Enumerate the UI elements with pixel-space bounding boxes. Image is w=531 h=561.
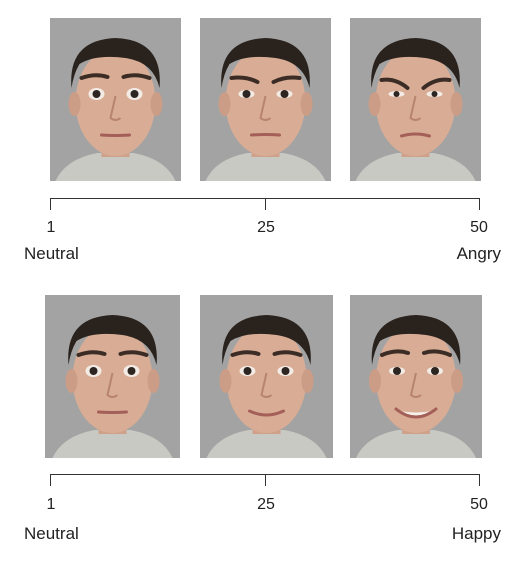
tick-label-25: 25: [257, 496, 275, 513]
scale-tick: [265, 198, 266, 210]
right-end-label: Happy: [451, 524, 501, 543]
tick-label-1: 1: [46, 496, 56, 513]
right-end-label: Angry: [456, 244, 501, 263]
face-photo-happy: [350, 295, 482, 458]
face-photo-neutral: [50, 18, 181, 181]
face-photo-mid-happy: [200, 295, 333, 458]
angry-morph-panel: 1 25 50 Neutral Angry: [0, 0, 531, 275]
scale-tick: [479, 474, 480, 486]
scale-tick: [265, 474, 266, 486]
tick-label-1: 1: [46, 219, 56, 236]
face-photo-angry: [350, 18, 481, 181]
scale-tick: [50, 474, 51, 486]
left-end-label: Neutral: [24, 244, 79, 263]
face-photo-neutral: [45, 295, 180, 458]
scale-tick: [479, 198, 480, 210]
scale-tick: [50, 198, 51, 210]
tick-label-50: 50: [470, 219, 488, 236]
tick-label-50: 50: [470, 496, 488, 513]
face-photo-mid-angry: [200, 18, 331, 181]
tick-label-25: 25: [257, 219, 275, 236]
left-end-label: Neutral: [24, 524, 79, 543]
